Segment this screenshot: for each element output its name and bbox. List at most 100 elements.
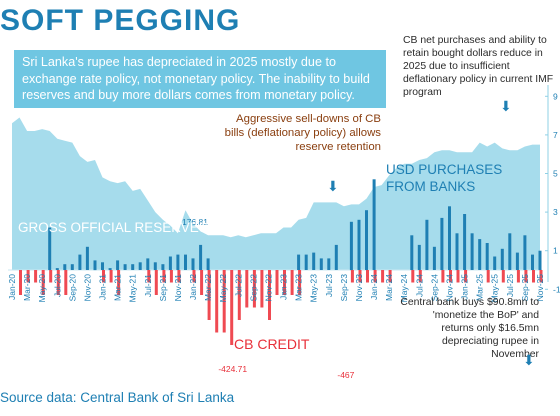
credit-bar <box>222 270 226 333</box>
x-tick-label: Jul-23 <box>324 274 334 297</box>
credit-bar <box>268 270 271 320</box>
y-tick-label: 5 <box>553 169 558 179</box>
credit-bar <box>26 270 30 283</box>
x-tick-label: Nov-20 <box>82 274 92 302</box>
purchase-bar <box>319 258 323 270</box>
credit-bar <box>283 270 286 295</box>
purchase-bar <box>48 227 52 270</box>
x-tick-label: Jan-25 <box>460 274 470 300</box>
x-tick-label: May-20 <box>37 274 47 303</box>
x-tick-label: Mar-25 <box>475 274 485 301</box>
purchase-bar <box>191 258 195 270</box>
purchase-bar <box>432 246 436 270</box>
credit-bar <box>49 270 53 283</box>
credit-bar <box>388 270 392 283</box>
data-label: -467 <box>337 370 354 380</box>
credit-bar <box>207 270 211 320</box>
purchase-bar <box>161 264 165 270</box>
purchase-bar <box>297 254 301 270</box>
purchase-bar <box>448 206 451 270</box>
purchase-bar <box>478 239 482 270</box>
purchase-bar <box>470 233 474 270</box>
purchase-bar <box>304 254 308 270</box>
credit-bar <box>177 270 181 283</box>
x-tick-label: Sep-22 <box>248 274 258 302</box>
credit-bar <box>456 270 460 283</box>
y-tick-label: 1 <box>553 246 558 256</box>
credit-bar <box>358 270 362 283</box>
purchase-bar <box>85 246 89 270</box>
x-tick-label: May-24 <box>399 274 409 303</box>
purchase-bar <box>410 235 414 270</box>
purchase-bar <box>176 254 180 270</box>
y-tick-label: -1 <box>553 284 560 294</box>
purchase-bar <box>184 254 187 270</box>
credit-bar <box>516 270 520 283</box>
credit-bar <box>441 270 445 283</box>
x-tick-label: Mar-24 <box>384 274 394 301</box>
credit-bar <box>56 270 60 295</box>
credit-bar <box>539 270 543 283</box>
purchase-bar <box>199 244 203 270</box>
subtitle-box: Sri Lanka's rupee has depreciated in 202… <box>14 50 386 108</box>
purchase-bar <box>153 262 157 270</box>
purchase-bar <box>538 250 542 270</box>
credit-bar <box>524 270 528 283</box>
credit-bar <box>373 270 377 283</box>
x-tick-label: Jul-25 <box>505 274 515 297</box>
x-tick-label: May-25 <box>490 274 500 303</box>
credit-bar <box>532 270 535 283</box>
credit-bar <box>418 270 422 283</box>
x-tick-label: Sep-23 <box>339 274 349 302</box>
x-tick-label: Jul-22 <box>233 274 243 297</box>
purchase-bar <box>365 210 368 270</box>
purchase-bar <box>55 268 59 270</box>
credit-bar <box>109 270 113 283</box>
annotation-top-right: CB net purchases and ability to retain b… <box>403 35 554 98</box>
purchase-bar <box>523 235 527 270</box>
purchase-bar <box>531 254 534 270</box>
x-tick-label: Mar-20 <box>22 274 32 301</box>
credit-bar <box>162 270 166 283</box>
x-tick-label: Jan-24 <box>369 274 379 300</box>
purchase-bar <box>500 248 504 270</box>
credit-bar <box>41 270 45 295</box>
credit-bar <box>275 270 279 295</box>
credit-bar <box>290 270 294 295</box>
x-tick-label: May-21 <box>128 274 138 303</box>
x-tick-label: Mar-22 <box>203 274 213 301</box>
credit-bar <box>381 270 385 283</box>
y-tick-label: 7 <box>553 130 558 140</box>
purchase-bar <box>349 221 353 271</box>
purchase-bar <box>485 243 489 270</box>
purchase-bar <box>417 244 421 270</box>
purchase-bar <box>493 256 497 270</box>
credit-bar <box>252 270 256 308</box>
page-title: SOFT PEGGING <box>0 4 241 37</box>
purchase-bar <box>131 264 135 270</box>
credit-bar <box>19 270 22 295</box>
x-tick-label: Sep-25 <box>520 274 530 302</box>
purchase-bar <box>123 264 127 270</box>
credit-bar <box>464 270 468 283</box>
x-tick-label: Jul-21 <box>143 274 153 297</box>
purchase-bar <box>78 254 82 270</box>
purchase-bar <box>116 260 120 271</box>
credit-bar <box>154 270 158 295</box>
x-tick-label: May-22 <box>218 274 228 303</box>
y-tick-label: 3 <box>553 207 558 217</box>
x-tick-label: Mar-23 <box>294 274 304 301</box>
x-tick-label: Sep-20 <box>67 274 77 302</box>
credit-bar <box>34 270 38 283</box>
credit-bar <box>366 270 369 283</box>
label-cb-credit: CB CREDIT <box>234 336 310 352</box>
purchase-bar <box>372 179 376 270</box>
x-tick-label: Sep-24 <box>429 274 439 302</box>
purchase-bar <box>508 233 512 270</box>
x-tick-label: Sep-21 <box>158 274 168 302</box>
credit-bar <box>230 270 234 345</box>
arrow-down-icon: ⬇ <box>500 98 512 114</box>
x-tick-label: Nov-24 <box>444 274 454 302</box>
label-gross-reserves: GROSS OFFICIAL RESERVES <box>18 220 208 235</box>
